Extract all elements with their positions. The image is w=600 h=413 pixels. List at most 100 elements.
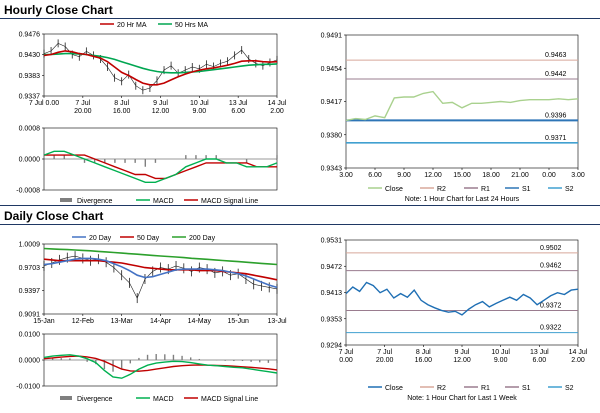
legend-daily-divergence-label: Divergence — [77, 396, 113, 403]
hourly-level-r1-label: 0.9442 — [545, 71, 567, 78]
hourly-price-x-tick-label: 14 Jul — [268, 100, 287, 107]
hourly-level-s1-label: 0.9396 — [545, 112, 567, 119]
hourly-price-y-tick-label: 0.9383 — [19, 73, 41, 80]
daily-price-y-tick-label: 0.9397 — [19, 288, 41, 295]
section-divider — [0, 205, 600, 206]
hourly-level-r2-label: 0.9463 — [545, 52, 567, 59]
hourly-levels-x-tick-label: 6.00 — [368, 172, 382, 179]
legend-daily-signal-label: MACD Signal Line — [201, 396, 258, 403]
daily-macd-y-tick-label: 0.0000 — [19, 358, 41, 365]
legend-daily-divergence-swatch — [60, 396, 72, 400]
daily-price-y-tick-label: 1.0009 — [19, 242, 41, 249]
daily-levels-y-tick-label: 0.9413 — [321, 290, 343, 297]
hourly-levels-x-tick-label: 3.00 — [339, 172, 353, 179]
hourly-price-x-tick-label: 7 Jul — [75, 100, 90, 107]
hourly-levels-y-tick-label: 0.9380 — [321, 132, 343, 139]
daily-price-y-tick-label: 0.9703 — [19, 265, 41, 272]
hourly-price-x-tick-label: 13 Jul — [229, 100, 248, 107]
legend-hourly-signal-label: MACD Signal Line — [201, 198, 258, 205]
hourly-price-y-tick-label: 0.9476 — [19, 32, 41, 39]
hourly-price-x-tick-label-2: 16.00 — [113, 108, 131, 115]
hourly-price-x-tick-label: 9 Jul — [153, 100, 168, 107]
daily-levels-x-tick-label-2: 20.00 — [376, 357, 394, 364]
legend-daily-levels-r1-label: R1 — [481, 385, 490, 392]
hourly-price-x-tick-label-2: 20.00 — [74, 108, 92, 115]
daily-20-day-line — [43, 257, 278, 289]
daily-price-x-tick-label: 14-Apr — [150, 318, 172, 325]
daily-level-s1-label: 0.9372 — [540, 302, 562, 309]
daily-levels-x-tick-label-2: 16.00 — [415, 357, 433, 364]
daily-macd-y-tick-label: 0.0100 — [19, 332, 41, 339]
daily-levels-close-line — [345, 281, 579, 316]
daily-levels-x-tick-label: 8 Jul — [416, 349, 431, 356]
legend-hourly-levels-s1-label: S1 — [522, 186, 531, 193]
daily-price-frame — [43, 243, 278, 315]
legend-50-day-label: 50 Day — [137, 235, 160, 242]
legend-hourly-levels-r2-label: R2 — [437, 186, 446, 193]
hourly-levels-close-line — [345, 90, 579, 122]
hourly-levels-x-tick-label: 0.00 — [542, 172, 556, 179]
hourly-20hr-ma-line — [43, 50, 278, 86]
daily-levels-x-tick-label: 10 Jul — [491, 349, 510, 356]
legend-20hr-ma-label: 20 Hr MA — [117, 22, 147, 29]
hourly-price-x-tick-label: 7 Jul 0.00 — [29, 100, 59, 107]
daily-levels-x-tick-label: 9 Jul — [455, 349, 470, 356]
legend-hourly-divergence-swatch — [60, 198, 72, 202]
daily-macd-signal-line — [43, 355, 278, 372]
hourly-levels-note: Note: 1 Hour Chart for Last 24 Hours — [405, 196, 520, 203]
hourly-levels-y-tick-label: 0.9491 — [321, 33, 343, 40]
legend-daily-levels-s1-label: S1 — [522, 385, 531, 392]
legend-daily-levels-s2-label: S2 — [565, 385, 574, 392]
daily-price-y-tick-label: 0.9091 — [19, 312, 41, 319]
daily-200-day-line — [43, 247, 278, 266]
daily-levels-x-tick-label: 7 Jul — [377, 349, 392, 356]
hourly-price-x-tick-label-2: 6.00 — [231, 108, 245, 115]
daily-macd-y-tick-label: -0.0100 — [16, 384, 40, 391]
hourly-macd-y-tick-label: -0.0008 — [16, 188, 40, 195]
hourly-price-x-tick-label: 10 Jul — [190, 100, 209, 107]
daily-levels-x-tick-label-2: 12.00 — [453, 357, 471, 364]
legend-hourly-levels-r1-label: R1 — [481, 186, 490, 193]
daily-price-x-tick-label: 15-Jan — [33, 318, 55, 325]
hourly-macd-signal-line — [44, 154, 277, 180]
legend-hourly-divergence-label: Divergence — [77, 198, 113, 205]
hourly-levels-y-tick-label: 0.9343 — [321, 166, 343, 173]
hourly-levels-y-tick-label: 0.9417 — [321, 99, 343, 106]
daily-levels-y-tick-label: 0.9472 — [321, 264, 343, 271]
legend-hourly-levels-s2-label: S2 — [565, 186, 574, 193]
daily-levels-x-tick-label: 7 Jul — [339, 349, 354, 356]
hourly-price-frame — [43, 33, 278, 97]
hourly-price-x-tick-label-2: 9.00 — [193, 108, 207, 115]
legend-daily-levels-close-label: Close — [385, 385, 403, 392]
hourly-section-title: Hourly Close Chart — [4, 3, 113, 17]
daily-price-x-tick-label: 12-Feb — [72, 318, 94, 325]
hourly-levels-x-tick-label: 15.00 — [453, 172, 471, 179]
hourly-levels-x-tick-label: 3.00 — [571, 172, 585, 179]
hourly-levels-x-tick-label: 18.00 — [482, 172, 500, 179]
hourly-price-x-tick-label-2: 12.00 — [152, 108, 170, 115]
daily-levels-x-tick-label: 14 Jul — [569, 349, 588, 356]
daily-levels-y-tick-label: 0.9531 — [321, 238, 343, 245]
daily-levels-x-tick-label: 13 Jul — [530, 349, 549, 356]
hourly-levels-x-tick-label: 12.00 — [424, 172, 442, 179]
daily-levels-x-tick-label-2: 0.00 — [339, 357, 353, 364]
hourly-macd-y-tick-label: 0.0008 — [19, 126, 41, 133]
hourly-levels-x-tick-label: 21.00 — [511, 172, 529, 179]
hourly-price-y-tick-label: 0.9337 — [19, 94, 41, 101]
hourly-title-divider — [0, 18, 600, 19]
daily-section-title: Daily Close Chart — [4, 209, 104, 223]
daily-level-r2-label: 0.9502 — [540, 245, 562, 252]
hourly-levels-frame — [345, 34, 579, 169]
legend-20-day-label: 20 Day — [89, 235, 112, 242]
hourly-macd-y-tick-label: 0.0000 — [19, 157, 41, 164]
daily-price-x-tick-label: 13-Jul — [267, 318, 287, 325]
hourly-price-x-tick-label: 8 Jul — [114, 100, 129, 107]
daily-price-x-tick-label: 14-May — [188, 318, 212, 325]
daily-levels-y-tick-label: 0.9294 — [321, 343, 343, 350]
hourly-levels-x-tick-label: 9.00 — [397, 172, 411, 179]
hourly-price-y-tick-label: 0.9430 — [19, 52, 41, 59]
hourly-level-s2-label: 0.9371 — [545, 135, 567, 142]
daily-title-divider — [0, 224, 600, 225]
daily-levels-y-tick-label: 0.9353 — [321, 316, 343, 323]
